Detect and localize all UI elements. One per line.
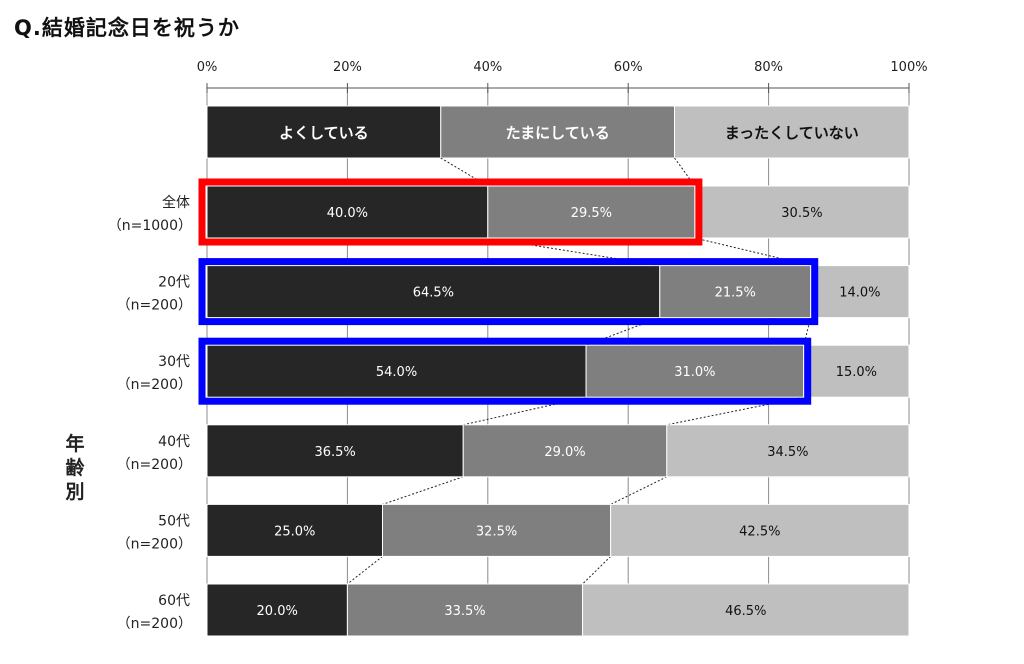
row-label-name: 30代 (158, 354, 190, 370)
x-tick-label: 100% (890, 60, 927, 75)
connector-line (610, 476, 668, 505)
page-title: Q.結婚記念日を祝うか (14, 16, 240, 40)
bar-segment (585, 344, 805, 398)
data-label: 20.0% (257, 604, 298, 619)
x-tick-label: 20% (333, 60, 362, 75)
bar-segment (666, 424, 910, 478)
legend-swatch-1 (206, 105, 442, 159)
bar-segment (206, 185, 489, 239)
data-label: 25.0% (274, 524, 315, 539)
bar-segment (610, 503, 910, 557)
row-label-name: 50代 (158, 513, 190, 529)
data-label: 40.0% (327, 206, 368, 221)
bar-segment (206, 265, 661, 319)
bar-segment (659, 265, 812, 319)
x-tick-label: 40% (473, 60, 502, 75)
row-label-name: 20代 (158, 275, 190, 291)
data-label: 32.5% (476, 524, 517, 539)
data-label: 54.0% (376, 365, 417, 380)
bar-segment (803, 344, 910, 398)
row-label-n: （n=200） (117, 457, 192, 473)
row-label-n: （n=200） (117, 536, 192, 552)
connector-line (347, 556, 383, 585)
data-label: 21.5% (715, 286, 756, 301)
bar-segment (346, 583, 584, 637)
legend-swatch-2 (440, 105, 676, 159)
x-tick-label: 60% (614, 60, 643, 75)
data-label: 30.5% (781, 206, 822, 221)
highlight-box (198, 337, 812, 405)
bar-segment (206, 424, 464, 478)
data-label: 31.0% (674, 365, 715, 380)
bar-segment (206, 503, 383, 557)
data-label: 36.5% (314, 445, 355, 460)
row-label-name: 60代 (158, 593, 190, 609)
connector-line (382, 476, 464, 505)
row-label-n: （n=200） (117, 298, 192, 314)
row-label-n: （n=200） (117, 377, 192, 393)
legend-label-2: たまにしている (506, 124, 610, 142)
data-label: 15.0% (836, 365, 877, 380)
bar-segment (206, 344, 587, 398)
bar-segment (582, 583, 910, 637)
legend-swatch-3 (674, 105, 910, 159)
data-label: 42.5% (739, 524, 780, 539)
row-label-name: 全体 (162, 194, 190, 211)
bar-segment (694, 185, 910, 239)
data-label: 29.5% (571, 206, 612, 221)
y-axis-label-char: 齢 (65, 456, 85, 479)
y-axis-label-char: 別 (65, 481, 84, 503)
row-label-n: （n=200） (117, 616, 192, 632)
highlight-box (198, 258, 819, 326)
bar-segment (206, 583, 348, 637)
connector-line (582, 556, 612, 585)
y-axis-label-char: 年 (65, 432, 84, 455)
data-label: 64.5% (413, 286, 454, 301)
data-label: 14.0% (839, 286, 880, 301)
data-label: 29.0% (544, 445, 585, 460)
row-label-name: 40代 (158, 434, 190, 450)
legend-label-3: まったくしていない (725, 124, 859, 142)
data-label: 46.5% (725, 604, 766, 619)
x-tick-label: 80% (754, 60, 783, 75)
connector-line (666, 396, 804, 426)
highlight-box (198, 178, 703, 246)
row-label-n: （n=1000） (108, 218, 192, 234)
legend-label-1: よくしている (279, 124, 369, 142)
bar-segment (462, 424, 668, 478)
data-label: 33.5% (444, 604, 485, 619)
data-label: 34.5% (767, 445, 808, 460)
bar-segment (487, 185, 696, 239)
bar-segment (810, 265, 910, 319)
x-tick-label: 0% (197, 60, 218, 75)
